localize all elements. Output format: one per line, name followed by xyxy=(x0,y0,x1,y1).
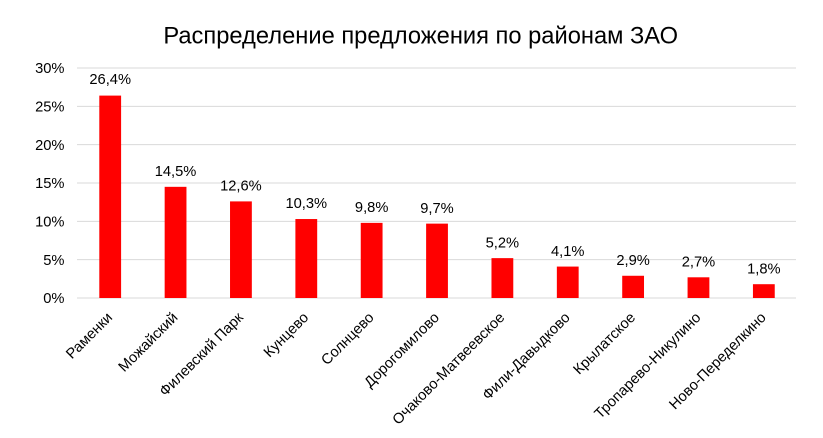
svg-text:26,4%: 26,4% xyxy=(89,72,131,88)
svg-text:10%: 10% xyxy=(35,215,64,231)
svg-text:10,3%: 10,3% xyxy=(285,196,327,212)
svg-text:9,7%: 9,7% xyxy=(420,201,453,217)
svg-text:1,8%: 1,8% xyxy=(747,261,780,277)
svg-text:2,9%: 2,9% xyxy=(616,253,649,269)
svg-text:0%: 0% xyxy=(43,291,64,307)
svg-text:2,7%: 2,7% xyxy=(682,255,715,271)
svg-text:30%: 30% xyxy=(35,61,64,77)
svg-text:9,8%: 9,8% xyxy=(355,200,388,216)
svg-text:20%: 20% xyxy=(35,138,64,154)
svg-text:Распределение предложения по р: Распределение предложения по районам ЗАО xyxy=(163,23,678,49)
svg-text:15%: 15% xyxy=(35,176,64,192)
svg-text:4,1%: 4,1% xyxy=(551,244,584,260)
svg-text:12,6%: 12,6% xyxy=(220,179,262,195)
svg-text:25%: 25% xyxy=(35,100,64,116)
svg-text:14,5%: 14,5% xyxy=(155,164,197,180)
svg-text:5,2%: 5,2% xyxy=(486,235,519,251)
svg-text:5%: 5% xyxy=(43,253,64,269)
